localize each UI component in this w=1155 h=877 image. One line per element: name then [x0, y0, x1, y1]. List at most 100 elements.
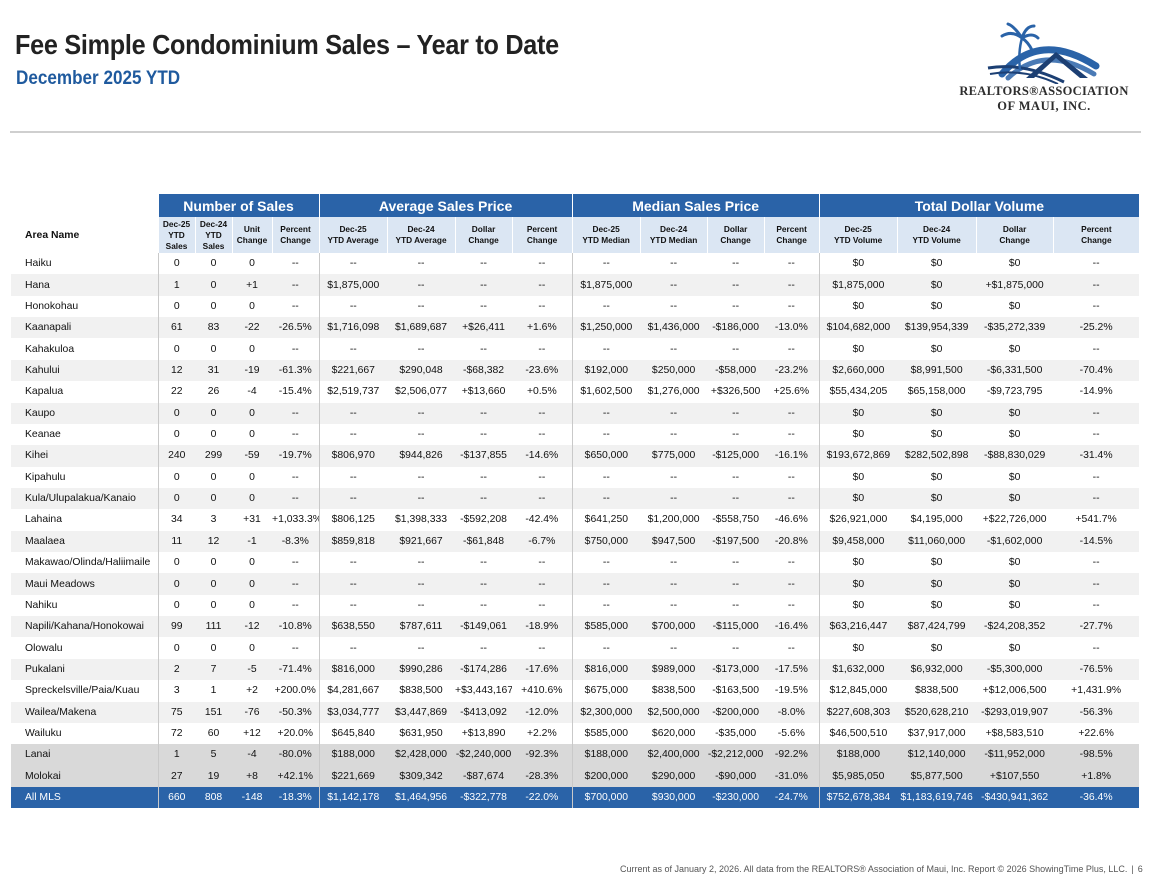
table-cell: -- [538, 557, 546, 569]
column-header-line: Change [776, 235, 807, 245]
table-cell: -23.2% [764, 359, 820, 382]
table-cell: 0 [195, 573, 232, 595]
table-cell: $0 [897, 402, 977, 424]
table-cell: $641,250 [571, 509, 641, 531]
table-cell: -- [538, 258, 546, 270]
table-cell: -80.0% [272, 744, 320, 766]
table-cell: $65,158,000 [907, 386, 966, 398]
table-cell: -$430,941,362 [976, 786, 1054, 809]
table-cell: -- [571, 637, 641, 659]
table-cell: -$1,602,000 [976, 530, 1054, 553]
table-cell: -12 [232, 616, 272, 638]
table-cell: -- [512, 274, 573, 296]
table-cell: -70.4% [1053, 359, 1140, 382]
table-cell: -- [732, 300, 740, 312]
table-cell: -20.8% [764, 530, 820, 553]
table-cell: $139,954,339 [897, 317, 977, 339]
table-cell: -- [1092, 343, 1100, 355]
table-cell: -8.0% [764, 701, 820, 723]
table-cell: $0 [818, 637, 898, 659]
table-cell: $806,970 [318, 445, 388, 467]
column-header: Dec-25 YTD Sales [157, 217, 195, 253]
table-cell: -- [670, 557, 678, 569]
table-cell: $63,216,447 [818, 616, 898, 638]
table-cell: +$13,660 [461, 386, 506, 398]
table-cell: -- [417, 642, 425, 654]
table-cell: 1 [157, 744, 195, 766]
area-name-cell: Lahaina [25, 514, 62, 526]
table-cell: 111 [195, 616, 232, 638]
table-cell: -76.5% [1053, 658, 1140, 681]
table-cell: -4 [232, 744, 272, 766]
table-cell: -$9,723,795 [986, 386, 1043, 398]
table-cell: $0 [818, 487, 898, 510]
table-cell: $290,048 [387, 359, 456, 382]
table-cell: $930,000 [640, 786, 708, 809]
table-cell: -- [318, 637, 388, 659]
table-cell: 0 [195, 402, 232, 424]
table-cell: -17.5% [764, 658, 820, 681]
table-cell: $1,276,000 [647, 386, 700, 398]
table-cell: $947,500 [640, 530, 708, 553]
table-cell: -- [480, 429, 487, 441]
table-cell: -- [291, 300, 299, 312]
table-cell: -92.3% [512, 744, 573, 766]
table-cell: $990,286 [387, 658, 456, 681]
table-cell: -- [387, 573, 456, 595]
table-cell: -- [732, 258, 740, 270]
table-cell: +20.0% [277, 728, 314, 740]
table-cell: -$5,300,000 [976, 658, 1054, 681]
table-cell: 240 [157, 445, 195, 467]
table-cell: 660 [157, 786, 195, 809]
table-cell: +541.7% [1075, 514, 1117, 526]
table-cell: -- [571, 594, 641, 617]
table-cell: -27.7% [1053, 616, 1140, 638]
table-cell: -- [707, 402, 765, 424]
column-header-line: YTD [168, 229, 185, 240]
table-cell: -- [640, 402, 708, 424]
table-cell: 0 [210, 599, 217, 611]
area-name-cell: Honokohau [25, 300, 79, 312]
column-header-line: Percent [776, 224, 807, 234]
table-cell: $1,632,000 [818, 658, 898, 681]
table-cell: 0 [210, 258, 217, 270]
table-cell: $0 [897, 573, 977, 595]
column-header: Dollar Change [975, 217, 1054, 253]
table-cell: -- [387, 487, 456, 510]
table-cell: -- [417, 557, 425, 569]
column-header-area-name: Area Name [25, 229, 80, 241]
table-row: Kaanapali 61 83 -22 -26.5% $1,716,098 $1,689,6… [11, 317, 1140, 339]
column-header-line: YTD Volume [834, 235, 883, 245]
column-header: Dollar Change [454, 217, 513, 253]
table-row: Spreckelsville/Paia/Kuau 3 1 +2 +200.0% $4,28… [11, 680, 1139, 702]
table-cell: -- [318, 402, 388, 424]
table-cell: $0 [1008, 642, 1021, 654]
table-cell: -- [387, 274, 456, 296]
column-header-line: Change [236, 235, 268, 245]
area-name-cell: Makawao/Olinda/Haliimaile [25, 557, 151, 569]
table-cell: -- [480, 258, 487, 270]
table-cell: $650,000 [571, 445, 641, 467]
table-cell: $989,000 [640, 658, 708, 681]
area-name-cell: All MLS [11, 786, 158, 809]
table-row: Lahaina 34 3 +31 +1,033.3% $806,125 $1,398,333… [11, 509, 1139, 531]
column-header-line: Dec-24 [659, 224, 688, 234]
table-cell: 83 [195, 317, 232, 339]
table-cell: $188,000 [318, 744, 388, 766]
table-cell: 0 [249, 429, 255, 441]
column-header-line: Sales [165, 240, 188, 251]
table-cell: 11 [157, 530, 195, 553]
table-cell: $0 [897, 487, 977, 510]
table-cell: $0 [818, 423, 898, 446]
column-header-line: Dec-25 [339, 224, 367, 234]
table-cell: +42.1% [272, 765, 320, 787]
table-cell: $1,142,178 [318, 786, 388, 809]
table-cell: -- [640, 274, 708, 296]
table-cell: -- [272, 274, 320, 296]
table-cell: -- [787, 300, 795, 312]
table-cell: $1,875,000 [818, 274, 898, 296]
table-cell: $750,000 [571, 530, 641, 553]
table-cell: -- [787, 429, 795, 441]
table-cell: -46.6% [774, 514, 808, 526]
table-cell: -- [480, 599, 487, 611]
